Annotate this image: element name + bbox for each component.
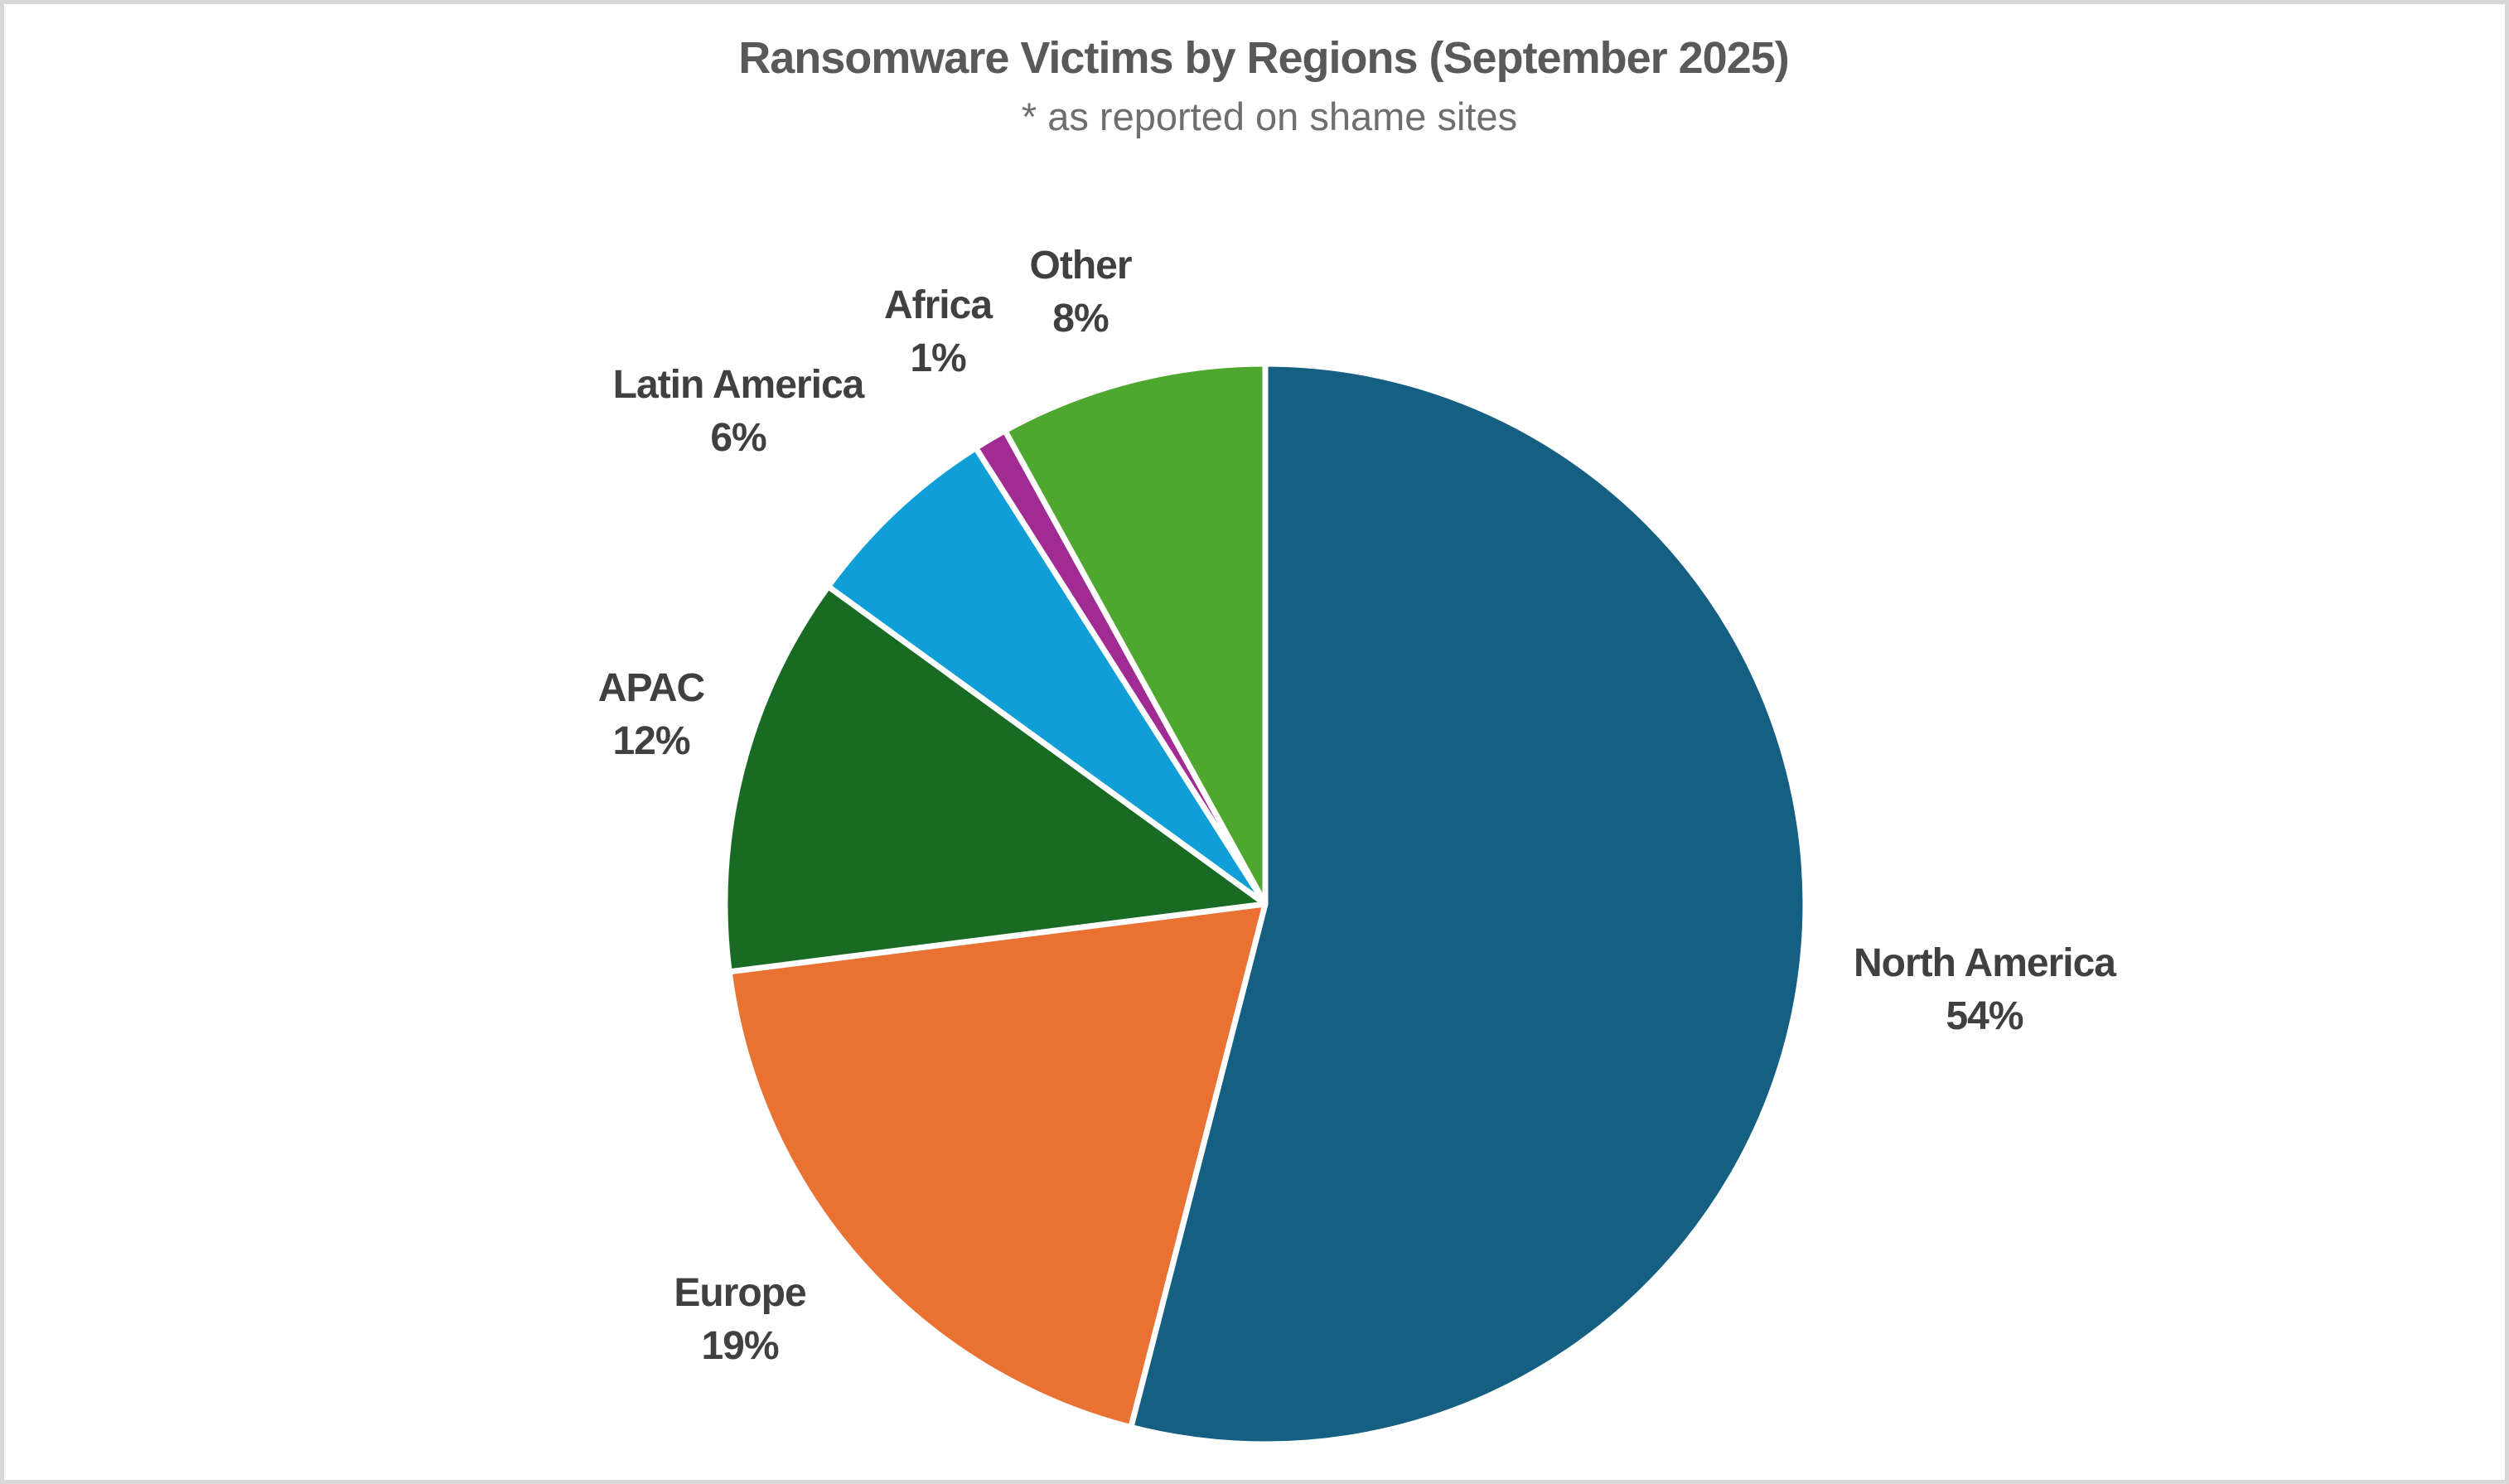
pie-slice-latin-america bbox=[825, 445, 1269, 907]
pie-slice-other bbox=[1002, 360, 1269, 907]
pie-chart bbox=[722, 360, 1809, 1448]
pie-slice-north-america bbox=[1128, 360, 1809, 1448]
pie-slice-europe bbox=[726, 901, 1269, 1431]
chart-subtitle: * as reported on shame sites bbox=[1021, 94, 1518, 138]
chart-title: Ransomware Victims by Regions (September… bbox=[738, 33, 1789, 83]
pie-slice-apac bbox=[722, 583, 1269, 975]
